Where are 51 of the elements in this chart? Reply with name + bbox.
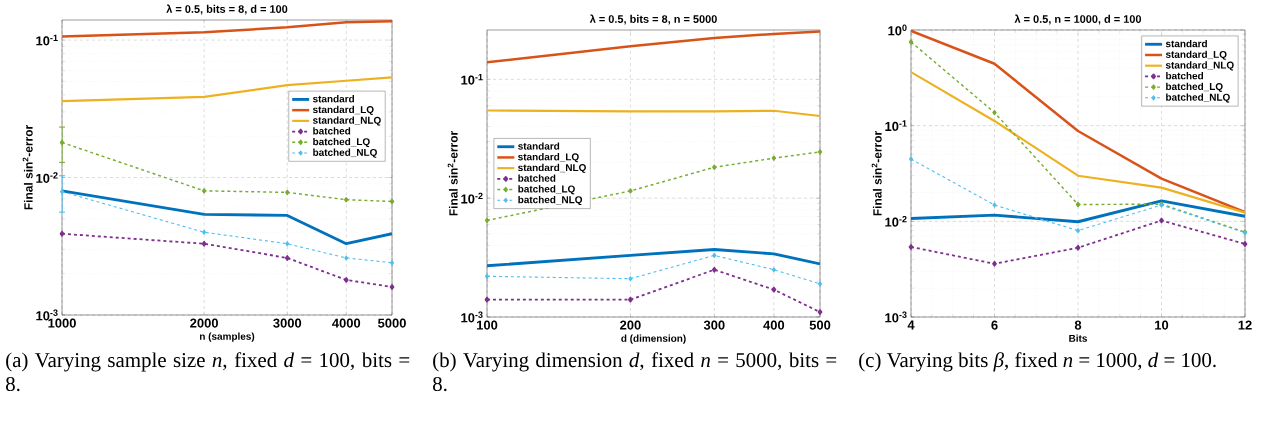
legend-label: standard_NLQ [1165, 61, 1234, 71]
y-tick-label: 10$^{-1}$ [36, 34, 58, 46]
x-tick-label: 4 [907, 320, 915, 330]
legend-label: standard [518, 142, 560, 150]
y-tick-label: 10$^{0}$ [888, 24, 907, 36]
legend-label: batched_LQ [1166, 82, 1223, 92]
x-axis-title: n (samples) [199, 332, 255, 342]
legend-label: batched_LQ [313, 137, 370, 148]
legend-label: batched [1166, 72, 1204, 80]
legend-label: batched_NLQ [313, 148, 377, 158]
y-axis-title: Final sin$^{2}$-error [22, 125, 33, 210]
chart-title: λ = 0.5, n = 1000, d = 100 [1014, 14, 1142, 25]
x-tick-label: 300 [703, 320, 725, 330]
y-axis-title: Final sin$^{2}$-error [871, 131, 882, 216]
chart-title: λ = 0.5, bits = 8, d = 100 [166, 4, 288, 15]
legend-label: standard_LQ [1165, 50, 1227, 60]
legend-label: batched [518, 174, 556, 182]
x-tick-label: 5000 [378, 318, 406, 328]
legend-label: standard [1165, 39, 1207, 48]
legend-label: batched [313, 127, 351, 135]
legend-label: standard_NLQ [518, 163, 586, 173]
legend-label: standard [312, 95, 355, 103]
y-tick-label: 10$^{-1}$ [461, 73, 483, 85]
legend-label: standard_LQ [518, 153, 579, 163]
y-tick-label: 10$^{-2}$ [36, 172, 58, 183]
chart-title: λ = 0.5, bits = 8, n = 5000 [589, 14, 717, 25]
x-tick-label: 8 [1074, 320, 1082, 330]
y-tick-label: 10$^{-2}$ [885, 215, 907, 227]
x-tick-label: 3000 [273, 318, 302, 328]
legend-label: standard_NLQ [312, 116, 381, 126]
legend-label: standard_LQ [312, 105, 374, 115]
text: (b) Varying dimension d, fixed n = 5000, bits = 8. [433, 352, 837, 392]
x-tick-label: 2000 [190, 318, 218, 328]
legend-label: batched_NLQ [1166, 93, 1230, 103]
x-tick-label: 400 [763, 320, 785, 330]
y-tick-label: 10$^{-1}$ [885, 120, 907, 132]
x-tick-label: 4000 [332, 318, 361, 328]
x-tick-label: 6 [991, 320, 998, 330]
y-axis-title: Final sin$^{2}$-error [447, 131, 458, 216]
x-tick-label: 12 [1238, 320, 1252, 330]
x-axis-title: d (dimension) [621, 334, 686, 344]
x-tick-label: 500 [809, 320, 831, 330]
x-tick-label: 10 [1155, 320, 1169, 330]
legend-label: batched_LQ [518, 185, 575, 195]
x-axis-title: Bits [1069, 334, 1088, 342]
text: (c) Varying bits β, fixed n = 1000, d = 100. [859, 352, 1216, 372]
legend-label: batched_NLQ [518, 195, 583, 206]
x-tick-label: 200 [620, 320, 641, 330]
y-tick-label: 10$^{-2}$ [461, 192, 483, 204]
y-tick-label: 10$^{-3}$ [885, 311, 907, 323]
text: (a) Varying sample size n, fixed d = 100, bits = 8. [6, 352, 410, 392]
